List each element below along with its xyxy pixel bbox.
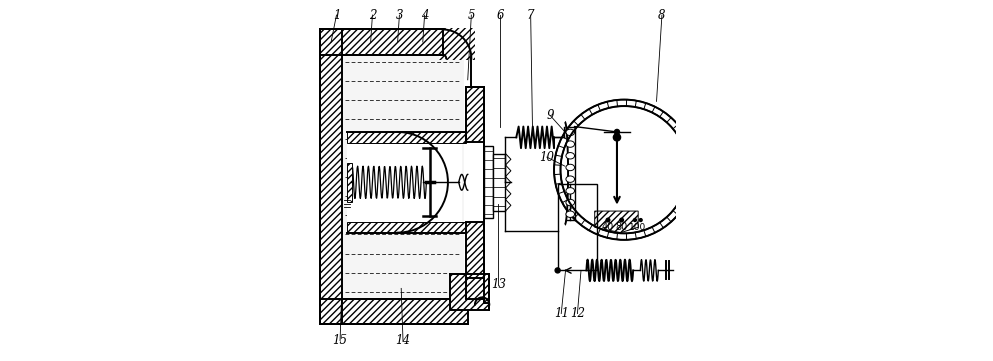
Ellipse shape [566,188,575,194]
Text: 100: 100 [630,223,646,232]
Text: 9: 9 [547,109,554,122]
Ellipse shape [566,129,575,136]
Bar [493,153,505,211]
Text: 80: 80 [616,222,628,232]
Text: 3: 3 [395,9,403,22]
Text: 5: 5 [468,9,475,22]
Text: 12: 12 [570,307,585,320]
Text: 40: 40 [602,222,614,232]
Polygon shape [595,211,638,232]
Ellipse shape [566,164,575,171]
Bar [466,87,484,142]
Bar [466,222,484,278]
Bar [321,30,443,55]
Circle shape [560,106,688,233]
Ellipse shape [566,176,575,182]
Circle shape [634,219,637,222]
Bar [348,143,463,222]
Circle shape [606,218,610,222]
Ellipse shape [566,211,575,217]
Bar [558,184,597,270]
Bar [321,30,443,55]
Ellipse shape [566,141,575,147]
Bar [348,162,352,202]
Circle shape [620,218,624,222]
Bar [450,274,490,310]
Circle shape [639,219,642,222]
Ellipse shape [566,199,575,206]
Circle shape [615,130,620,134]
Circle shape [555,268,560,273]
Bar [484,146,493,218]
Circle shape [614,134,621,141]
Text: 8: 8 [658,9,665,22]
Bar [348,132,466,143]
Bar [321,299,468,324]
Bar [342,55,464,299]
FancyBboxPatch shape [439,28,475,60]
Text: 15: 15 [333,334,348,347]
Text: 14: 14 [395,334,410,347]
Bar [321,30,342,324]
Text: 7: 7 [527,9,534,22]
Text: 2: 2 [368,9,376,22]
Text: 4: 4 [421,9,428,22]
Text: 13: 13 [491,278,505,291]
Text: 1: 1 [333,9,341,22]
Text: 11: 11 [554,307,569,320]
Text: 6: 6 [496,9,503,22]
Circle shape [554,100,694,240]
Bar [348,222,466,232]
Ellipse shape [566,153,575,159]
Text: 10: 10 [539,151,554,164]
